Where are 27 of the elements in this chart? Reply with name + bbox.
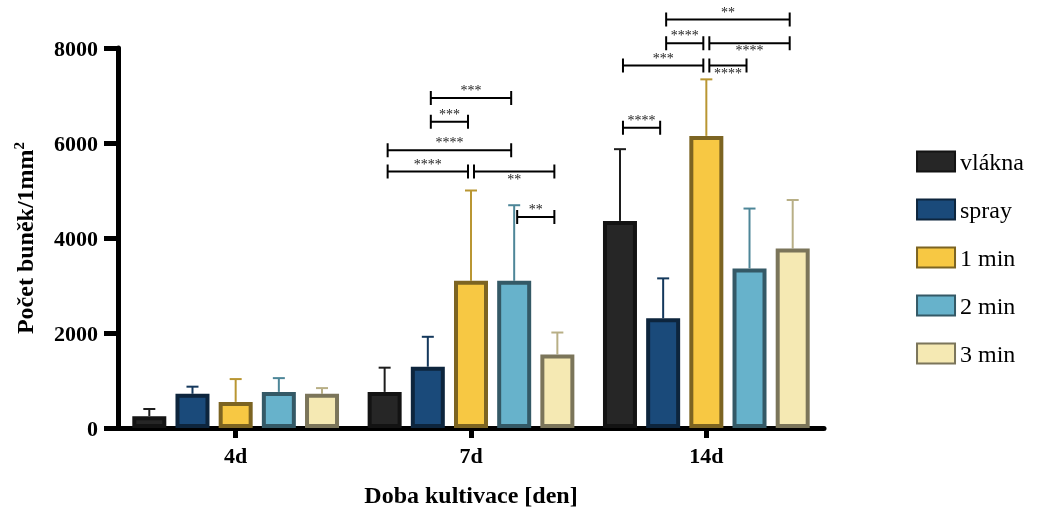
annotation: **** — [435, 135, 464, 151]
x-tick-label: 14d — [689, 442, 724, 468]
annotation: ** — [528, 202, 543, 218]
annotation: ** — [507, 171, 522, 187]
annotation: *** — [652, 50, 674, 66]
annotation: **** — [713, 65, 742, 81]
legend-label: vlákna — [960, 148, 1025, 175]
legend-label: 1 min — [960, 244, 1016, 271]
y-tick-label: 2000 — [54, 320, 98, 346]
text: ** — [720, 4, 735, 20]
legend-label: 3 min — [960, 340, 1016, 367]
y-tick-label: 0 — [87, 415, 98, 441]
y-tick-label: 4000 — [54, 225, 98, 251]
text: **** — [670, 28, 699, 44]
legend-label: 2 min — [960, 292, 1016, 319]
x-tick-label: 7d — [459, 442, 483, 468]
x-axis-title: Doba kultivace [den] — [364, 482, 578, 508]
annotation: *** — [438, 106, 460, 122]
annotation: *** — [460, 82, 482, 98]
y-tick-label: 6000 — [54, 130, 98, 156]
y-axis-title: Počet buněk/1mm2 — [10, 141, 38, 335]
annotation: **** — [413, 156, 442, 172]
y-tick-label: 8000 — [54, 35, 98, 61]
legend-label: spray — [960, 196, 1013, 223]
annotation: **** — [627, 112, 656, 128]
annotation: **** — [735, 43, 764, 59]
x-tick-label: 4d — [224, 442, 248, 468]
